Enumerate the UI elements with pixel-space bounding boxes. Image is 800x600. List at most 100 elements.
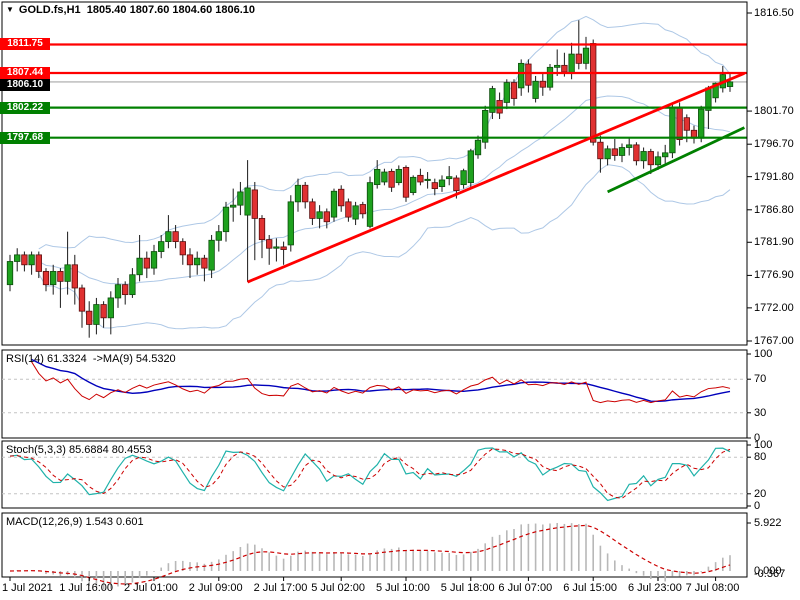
stochastic-scale-label: 80 <box>754 451 767 464</box>
bear-candle-body <box>453 177 460 191</box>
rsi-scale-label: 0 <box>754 432 761 444</box>
price-axis-label: 1781.90 <box>754 236 794 249</box>
rsi-scale-label: 70 <box>754 373 767 386</box>
bear-candle-body <box>201 257 208 269</box>
bull-candle-body <box>474 139 482 156</box>
time-axis-label: 1 Jul 16:00 <box>59 582 114 594</box>
bull-candle-body <box>158 241 165 252</box>
bull-candle-body <box>712 82 719 99</box>
time-axis-label: 7 Jul 08:00 <box>685 582 740 594</box>
bull-candle-body <box>518 62 525 89</box>
bull-candle-body <box>604 148 611 160</box>
bear-candle-body <box>510 82 518 99</box>
bear-candle-body <box>100 304 107 319</box>
red-trendline <box>247 72 745 284</box>
chart-title-bar: ▼ GOLD.fs,H1 1805.40 1807.60 1804.60 1806… <box>6 4 255 16</box>
bear-candle-body <box>78 287 86 312</box>
bull-candle-body <box>460 170 467 186</box>
bull-candle-body <box>381 171 388 183</box>
bull-candle-body <box>618 147 626 156</box>
bear-candle-body <box>251 189 258 219</box>
bull-candle-body <box>287 201 294 246</box>
stochastic-signal-line <box>9 448 731 499</box>
bull-candle-body <box>503 82 510 103</box>
bull-candle-body <box>50 271 57 286</box>
bull-candle-body <box>395 168 402 184</box>
bull-candle-body <box>654 156 662 166</box>
bollinger-middle-band <box>38 95 731 285</box>
bear-candle-body <box>676 106 683 140</box>
macd-scale-max-label: 5.922 <box>754 517 782 529</box>
bear-candle-body <box>172 231 179 243</box>
bull-candle-body <box>726 81 734 87</box>
bull-candle-body <box>129 274 136 296</box>
bear-candle-body <box>388 170 395 188</box>
macd-signal-line <box>9 524 731 585</box>
bear-candle-body <box>525 63 532 86</box>
bull-candle-body <box>669 106 676 154</box>
bull-candle-body <box>114 284 122 299</box>
bull-candle-body <box>244 187 251 216</box>
price-axis-label: 1791.80 <box>754 170 794 183</box>
bear-candle-body <box>338 188 345 207</box>
bull-candle-body <box>626 144 633 148</box>
bull-candle-body <box>438 179 446 188</box>
bull-candle-body <box>107 297 114 319</box>
bull-candle-body <box>165 231 172 243</box>
bull-candle-body <box>222 206 230 233</box>
rsi-line <box>31 361 731 404</box>
bull-candle-body <box>374 168 381 186</box>
bull-candle-body <box>230 204 237 208</box>
price-axis-label: 1796.70 <box>754 138 794 151</box>
bull-candle-body <box>482 110 489 143</box>
price-level-badge: 1807.44 <box>0 67 50 80</box>
time-axis-label: 2 Jul 01:00 <box>124 582 178 594</box>
rsi-scale-label: 100 <box>754 348 773 360</box>
bull-candle-body <box>237 191 244 206</box>
stochastic-scale-label: 0 <box>754 500 761 512</box>
price-level-badge: 1802.22 <box>0 101 50 114</box>
bull-candle-body <box>136 257 143 276</box>
stochastic-indicator-label: Stoch(5,3,3) 85.6884 80.4553 <box>6 444 152 456</box>
bull-candle-body <box>698 108 705 139</box>
bull-candle-body <box>546 66 554 88</box>
bear-candle-body <box>561 64 568 73</box>
bear-candle-body <box>345 201 352 218</box>
bear-candle-body <box>179 241 186 256</box>
price-axis-label: 1772.00 <box>754 301 794 314</box>
bull-candle-body <box>316 211 323 219</box>
time-axis-label: 6 Jul 15:00 <box>563 582 618 594</box>
bear-candle-body <box>143 257 150 269</box>
bull-candle-body <box>489 88 496 113</box>
bear-candle-body <box>309 201 316 219</box>
bull-candle-body <box>93 304 100 325</box>
bear-candle-body <box>35 254 42 272</box>
time-axis-label: 5 Jul 02:00 <box>311 582 366 594</box>
bear-candle-body <box>258 218 266 241</box>
price-axis-label: 1776.90 <box>754 269 794 282</box>
bear-candle-body <box>280 246 287 250</box>
symbol-dropdown-icon[interactable]: ▼ <box>6 5 14 14</box>
bear-candle-body <box>417 174 424 183</box>
bear-candle-body <box>647 151 654 166</box>
bear-candle-body <box>57 271 64 282</box>
bear-candle-body <box>302 184 309 203</box>
bollinger-upper-band <box>38 15 731 250</box>
bear-candle-body <box>71 264 78 289</box>
bear-candle-body <box>266 239 273 249</box>
bear-candle-body <box>186 254 194 266</box>
bull-candle-body <box>273 246 280 249</box>
bull-candle-body <box>330 190 338 218</box>
stochastic-scale-label: 20 <box>754 487 767 500</box>
bull-candle-body <box>410 176 417 193</box>
bull-candle-body <box>568 53 575 74</box>
symbol-period-label: GOLD.fs,H1 <box>18 4 81 16</box>
bear-candle-body <box>359 204 366 215</box>
bear-candle-body <box>21 254 28 266</box>
bull-candle-body <box>150 251 158 269</box>
time-axis-label: 6 Jul 23:00 <box>628 582 682 594</box>
bear-candle-body <box>590 43 597 143</box>
bull-candle-body <box>532 80 539 99</box>
